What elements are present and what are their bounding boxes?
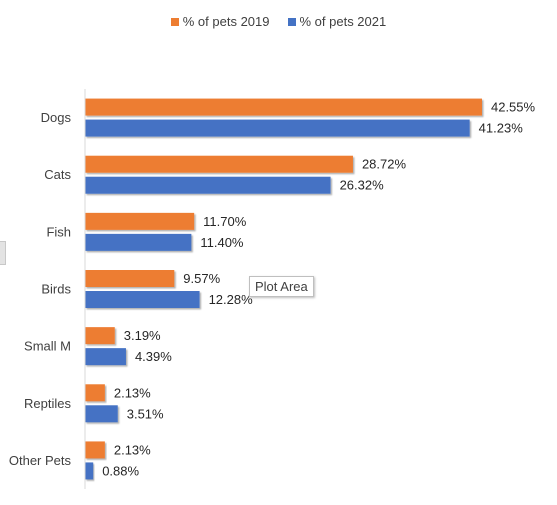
legend-item-2019[interactable]: % of pets 2019 bbox=[170, 14, 270, 29]
category-label-dogs: Dogs bbox=[41, 110, 72, 125]
category-label-other-pets: Other Pets bbox=[9, 453, 72, 468]
bar-birds-2021[interactable] bbox=[85, 291, 200, 308]
bar-cats-2019[interactable] bbox=[85, 155, 353, 173]
legend[interactable]: % of pets 2019 % of pets 2021 bbox=[0, 14, 557, 29]
category-label-fish: Fish bbox=[46, 224, 71, 239]
category-label-cats: Cats bbox=[44, 167, 71, 182]
data-label-small-m-2021: 4.39% bbox=[135, 349, 172, 364]
bar-small-m-2021[interactable] bbox=[85, 348, 126, 366]
bar-dogs-2021[interactable] bbox=[85, 119, 470, 137]
data-label-dogs-2019: 42.55% bbox=[491, 100, 536, 115]
legend-swatch-2021 bbox=[287, 17, 296, 26]
bars-layer bbox=[85, 98, 482, 480]
bar-other-pets-2019[interactable] bbox=[85, 441, 105, 459]
plot-area-tooltip: Plot Area bbox=[249, 276, 314, 297]
labels-layer: Dogs 42.55% 41.23% Cats 28.72% 26.32% Fish 11.7… bbox=[9, 100, 536, 479]
category-label-birds: Birds bbox=[41, 282, 71, 297]
data-label-other-pets-2019: 2.13% bbox=[114, 442, 151, 457]
data-label-cats-2019: 28.72% bbox=[362, 157, 407, 172]
legend-item-2021[interactable]: % of pets 2021 bbox=[287, 14, 387, 29]
data-label-birds-2019: 9.57% bbox=[183, 271, 220, 286]
legend-label-2019: % of pets 2019 bbox=[182, 14, 270, 29]
data-label-fish-2019: 11.70% bbox=[203, 214, 247, 229]
data-label-fish-2021: 11.40% bbox=[200, 235, 244, 250]
data-label-reptiles-2019: 2.13% bbox=[114, 385, 151, 400]
bar-other-pets-2021[interactable] bbox=[85, 462, 94, 480]
bar-cats-2021[interactable] bbox=[85, 176, 331, 194]
bar-dogs-2019[interactable] bbox=[85, 98, 482, 116]
category-label-small-m: Small M bbox=[24, 339, 71, 354]
bar-small-m-2019[interactable] bbox=[85, 327, 115, 345]
resize-handle-left[interactable] bbox=[0, 241, 6, 265]
bar-reptiles-2021[interactable] bbox=[85, 405, 118, 423]
category-label-reptiles: Reptiles bbox=[24, 396, 71, 411]
data-label-small-m-2019: 3.19% bbox=[124, 328, 161, 343]
bar-fish-2021[interactable] bbox=[85, 233, 192, 251]
data-label-other-pets-2021: 0.88% bbox=[102, 463, 139, 478]
legend-swatch-2019 bbox=[170, 17, 179, 26]
data-label-dogs-2021: 41.23% bbox=[479, 121, 524, 136]
data-label-reptiles-2021: 3.51% bbox=[127, 406, 164, 421]
data-label-cats-2021: 26.32% bbox=[340, 178, 385, 193]
bar-birds-2019[interactable] bbox=[85, 270, 175, 287]
data-label-birds-2021: 12.28% bbox=[209, 292, 254, 307]
bar-fish-2019[interactable] bbox=[85, 212, 195, 230]
legend-label-2021: % of pets 2021 bbox=[299, 14, 387, 29]
bar-reptiles-2019[interactable] bbox=[85, 384, 105, 402]
